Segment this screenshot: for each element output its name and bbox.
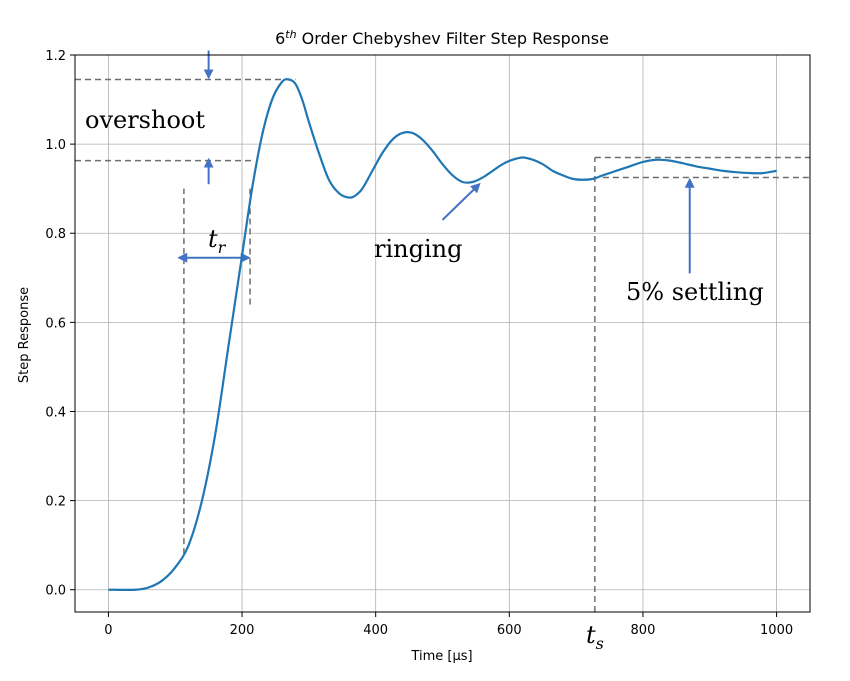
y-tick-label: 1.0: [45, 138, 66, 153]
ringing-label: ringing: [374, 235, 462, 263]
ticks: 0 200 400 600 800 1000 0.0 0.2 0.4 0.6 0.8 1.0 1.2: [45, 49, 793, 638]
y-tick-label: 0.6: [45, 316, 66, 331]
grid: [75, 54, 810, 612]
step-response-line: [108, 78, 777, 591]
annotation-lines: [75, 50, 810, 612]
axes: [74, 54, 811, 613]
y-tick-label: 0.2: [45, 495, 66, 510]
rise-time-label: tr: [208, 225, 227, 257]
settling-label: 5% settling: [626, 278, 764, 306]
y-tick-label: 0.0: [45, 584, 66, 599]
series-layer: [108, 78, 777, 591]
x-tick-label: 400: [363, 623, 388, 638]
x-tick-label: 0: [104, 623, 112, 638]
x-tick-label: 800: [631, 623, 656, 638]
overshoot-label: overshoot: [85, 106, 205, 134]
y-axis-label: Step Response: [17, 287, 32, 383]
x-tick-label: 200: [230, 623, 255, 638]
x-axis-label: Time [μs]: [410, 649, 472, 664]
settling-time-label: ts: [586, 621, 604, 653]
chart-title: 6th Order Chebyshev Filter Step Response: [275, 28, 609, 49]
x-tick-label: 1000: [760, 623, 793, 638]
y-tick-label: 0.8: [45, 227, 66, 242]
plot-frame: [74, 54, 811, 613]
x-tick-label: 600: [497, 623, 522, 638]
ringing-arrow: [441, 182, 481, 221]
y-tick-label: 0.4: [45, 405, 66, 420]
y-tick-label: 1.2: [45, 49, 66, 64]
